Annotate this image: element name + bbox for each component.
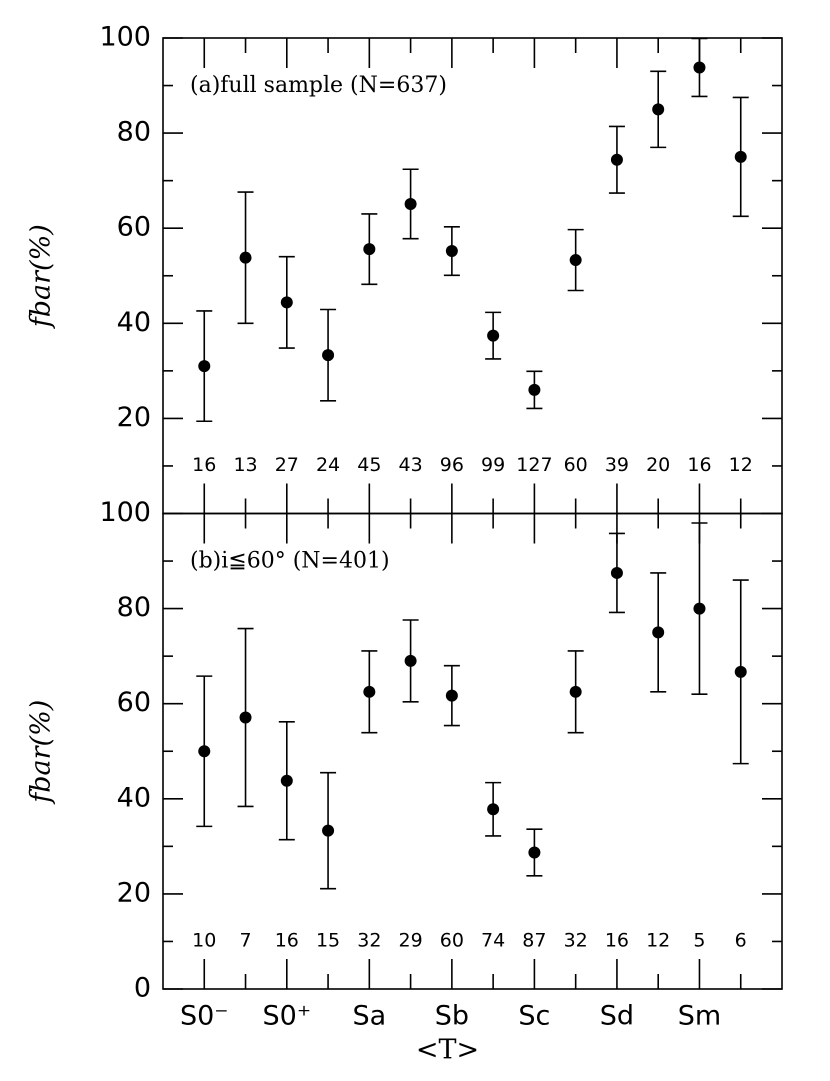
count-label: 16: [687, 454, 711, 476]
x-tick-label: Sc: [518, 1001, 550, 1032]
y-tick-label: 100: [99, 22, 151, 53]
count-label: 45: [357, 454, 381, 476]
count-label: 99: [481, 454, 505, 476]
x-tick-label: Sa: [352, 1001, 386, 1032]
point: [610, 566, 623, 579]
point: [734, 665, 747, 678]
annotation: (b)i≦60° (N=401): [190, 549, 390, 574]
point: [322, 349, 335, 362]
point: [693, 602, 706, 615]
count-label: 6: [735, 930, 747, 952]
point: [610, 153, 623, 166]
point: [652, 626, 665, 639]
count-label: 13: [233, 454, 257, 476]
count-label: 39: [605, 454, 629, 476]
point: [445, 689, 458, 702]
count-label: 10: [192, 930, 216, 952]
count-label: 32: [564, 930, 588, 952]
count-label: 7: [239, 930, 251, 952]
y-tick-label: 60: [117, 687, 151, 718]
plot-frame: [162, 37, 783, 515]
count-label: 43: [399, 454, 423, 476]
x-axis-label: <T>: [416, 1035, 479, 1066]
point: [734, 150, 747, 163]
y-tick-label: 100: [99, 497, 151, 528]
annotation: (a)full sample (N=637): [190, 73, 447, 98]
count-label: 5: [693, 930, 705, 952]
point: [404, 654, 417, 667]
y-tick-label: 40: [117, 782, 151, 813]
point: [445, 245, 458, 258]
count-label: 16: [192, 454, 216, 476]
count-label: 20: [646, 454, 670, 476]
point: [280, 774, 293, 787]
y-axis-label: fbar(%): [26, 224, 57, 329]
point: [487, 329, 500, 342]
point: [404, 197, 417, 210]
point: [363, 243, 376, 256]
count-label: 16: [605, 930, 629, 952]
count-label: 74: [481, 930, 505, 952]
y-axis-label: fbar(%): [26, 700, 57, 805]
x-tick-label: Sd: [600, 1001, 634, 1032]
count-label: 60: [564, 454, 588, 476]
count-label: 96: [440, 454, 464, 476]
x-tick-label: Sm: [678, 1001, 721, 1032]
count-label: 29: [399, 930, 423, 952]
point: [239, 711, 252, 724]
point: [487, 803, 500, 816]
count-label: 24: [316, 454, 340, 476]
plot-frame: [162, 512, 783, 990]
point: [363, 685, 376, 698]
y-tick-label: 60: [117, 212, 151, 243]
y-tick-label: 80: [117, 117, 151, 148]
count-label: 12: [646, 930, 670, 952]
y-tick-label: 20: [117, 877, 151, 908]
point: [198, 745, 211, 758]
x-tick-label: Sb: [435, 1001, 469, 1032]
count-label: 60: [440, 930, 464, 952]
y-tick-label: 20: [117, 402, 151, 433]
count-label: 87: [522, 930, 546, 952]
point: [239, 251, 252, 264]
point: [528, 383, 541, 396]
count-label: 127: [516, 454, 552, 476]
count-label: 27: [275, 454, 299, 476]
point: [569, 254, 582, 267]
count-label: 15: [316, 930, 340, 952]
x-tick-label: S0⁺: [263, 1001, 312, 1032]
count-label: 12: [729, 454, 753, 476]
x-tick-label: S0⁻: [180, 1001, 229, 1032]
point: [652, 103, 665, 116]
point: [693, 61, 706, 74]
y-tick-label: 80: [117, 592, 151, 623]
count-label: 16: [275, 930, 299, 952]
count-label: 32: [357, 930, 381, 952]
y-tick-label: 40: [117, 307, 151, 338]
point: [322, 824, 335, 837]
point: [569, 685, 582, 698]
point: [528, 846, 541, 859]
point: [198, 360, 211, 373]
point: [280, 296, 293, 309]
y-tick-label: 0: [134, 973, 151, 1004]
